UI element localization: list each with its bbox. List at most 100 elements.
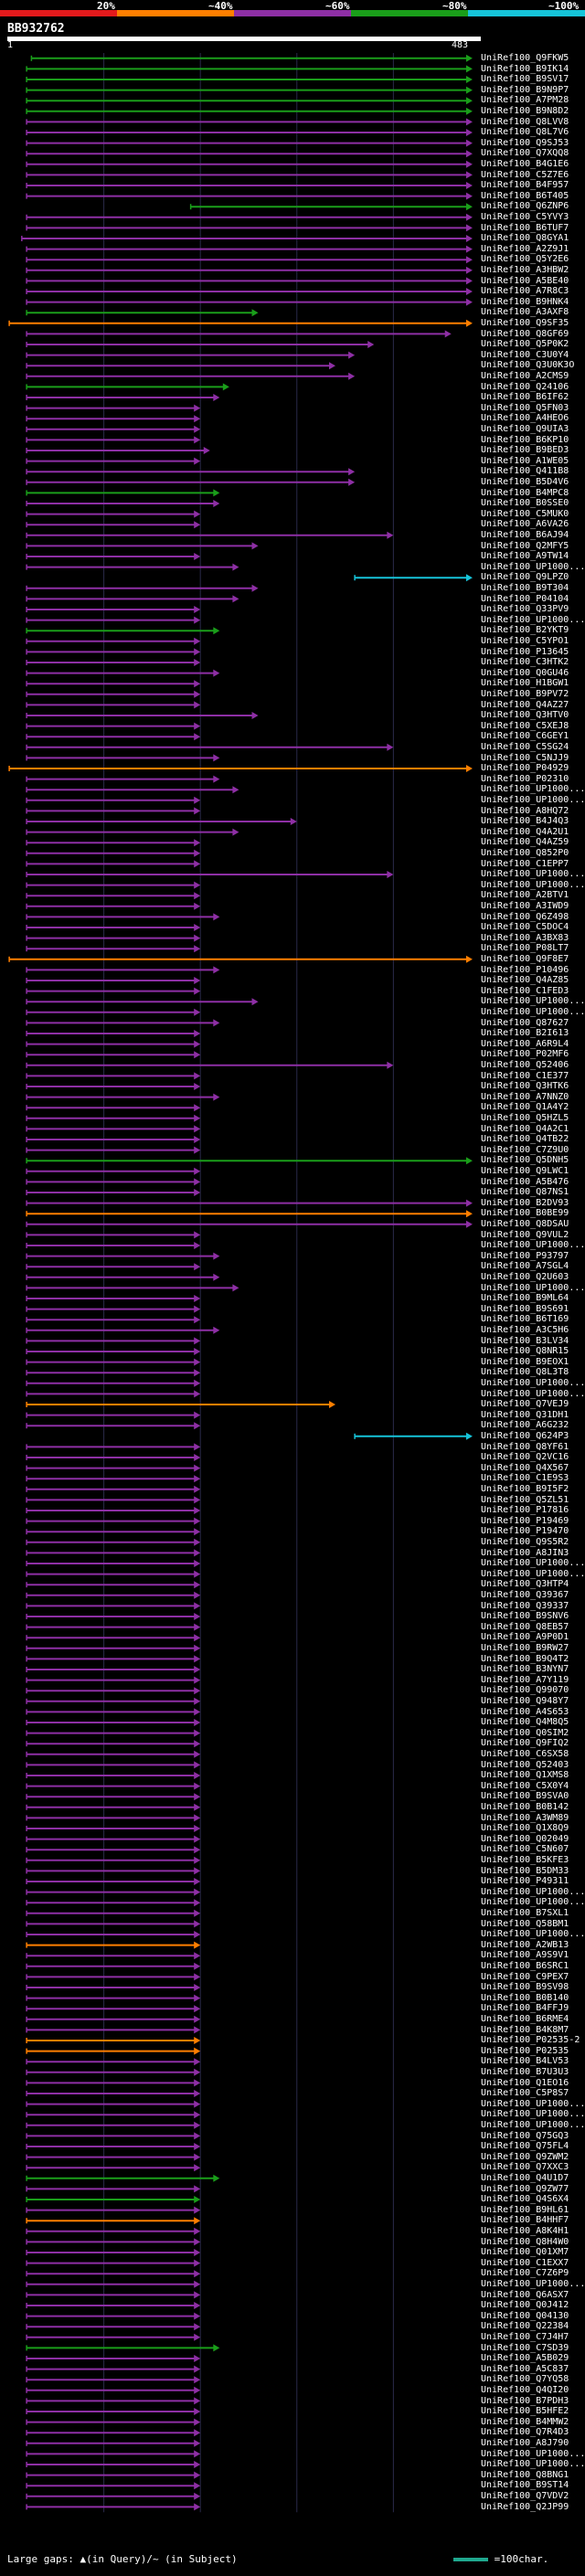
hit-label[interactable]: UniRef100_P19469 [481, 1515, 569, 1526]
hit-label[interactable]: UniRef100_B9SNV6 [481, 1611, 569, 1622]
alignment-hit[interactable] [26, 1210, 473, 1218]
hit-label[interactable]: UniRef100_A6R9L4 [481, 1038, 569, 1049]
alignment-hit[interactable] [26, 2079, 201, 2087]
alignment-hit[interactable] [26, 531, 394, 539]
alignment-hit[interactable] [26, 76, 473, 83]
alignment-hit[interactable] [354, 574, 473, 582]
hit-label[interactable]: UniRef100_B9I5F2 [481, 1484, 569, 1494]
alignment-hit[interactable] [26, 2386, 201, 2394]
hit-label[interactable]: UniRef100_Q5P0K2 [481, 339, 569, 350]
alignment-hit[interactable] [30, 54, 473, 62]
alignment-hit[interactable] [26, 1231, 201, 1239]
alignment-hit[interactable] [26, 1941, 201, 1949]
hit-label[interactable]: UniRef100_UP1000... [481, 879, 585, 890]
alignment-hit[interactable] [26, 553, 201, 560]
hit-label[interactable]: UniRef100_Q75FL4 [481, 2141, 569, 2152]
alignment-hit[interactable] [26, 680, 201, 688]
alignment-hit[interactable] [26, 690, 201, 698]
alignment-hit[interactable] [26, 1093, 220, 1101]
hit-label[interactable]: UniRef100_Q5Y2E6 [481, 254, 569, 265]
alignment-hit[interactable] [26, 2280, 201, 2288]
hit-label[interactable]: UniRef100_Q39367 [481, 1590, 569, 1600]
hit-label[interactable]: UniRef100_B9HL61 [481, 2204, 569, 2215]
alignment-hit[interactable] [26, 2185, 201, 2193]
alignment-hit[interactable] [26, 1973, 201, 1981]
alignment-hit[interactable] [26, 1422, 201, 1430]
alignment-hit[interactable] [26, 627, 220, 635]
hit-label[interactable]: UniRef100_Q8L3T8 [481, 1367, 569, 1378]
alignment-hit[interactable] [26, 924, 201, 931]
hit-label[interactable]: UniRef100_A5BE40 [481, 275, 569, 286]
hit-label[interactable]: UniRef100_B6T169 [481, 1314, 569, 1325]
alignment-hit[interactable] [26, 1782, 201, 1790]
hit-label[interactable]: UniRef100_Q1A4Y2 [481, 1102, 569, 1113]
hit-label[interactable]: UniRef100_B6AJ94 [481, 530, 569, 540]
hit-label[interactable]: UniRef100_Q1EO16 [481, 2077, 569, 2088]
alignment-hit[interactable] [26, 1697, 201, 1705]
alignment-hit[interactable] [26, 616, 201, 624]
alignment-hit[interactable] [26, 1994, 201, 2002]
hit-label[interactable]: UniRef100_UP1000... [481, 2120, 585, 2130]
alignment-hit[interactable] [26, 2259, 201, 2267]
hit-label[interactable]: UniRef100_C1EXX7 [481, 2257, 569, 2268]
alignment-hit[interactable] [26, 129, 473, 136]
hit-label[interactable]: UniRef100_P93797 [481, 1250, 569, 1261]
hit-label[interactable]: UniRef100_P04104 [481, 593, 569, 604]
hit-label[interactable]: UniRef100_Q2U603 [481, 1272, 569, 1282]
hit-label[interactable]: UniRef100_B9ML64 [481, 1293, 569, 1304]
alignment-hit[interactable] [26, 1856, 201, 1864]
hit-label[interactable]: UniRef100_B9Q4T2 [481, 1653, 569, 1664]
alignment-hit[interactable] [26, 2323, 201, 2331]
hit-label[interactable]: UniRef100_Q24106 [481, 381, 569, 392]
hit-label[interactable]: UniRef100_C1E377 [481, 1070, 569, 1081]
hit-label[interactable]: UniRef100_Q4QI20 [481, 2385, 569, 2395]
hit-label[interactable]: UniRef100_A2BTV1 [481, 890, 569, 901]
hit-label[interactable]: UniRef100_B9RW27 [481, 1643, 569, 1653]
hit-label[interactable]: UniRef100_A8JIN3 [481, 1547, 569, 1558]
alignment-hit[interactable] [26, 2005, 201, 2013]
hit-label[interactable]: UniRef100_A4S653 [481, 1706, 569, 1717]
alignment-hit[interactable] [26, 659, 201, 666]
alignment-hit[interactable] [26, 1475, 201, 1483]
alignment-hit[interactable] [26, 2344, 220, 2352]
hit-label[interactable]: UniRef100_B6T405 [481, 190, 569, 201]
alignment-hit[interactable] [26, 1252, 220, 1260]
alignment-hit[interactable] [26, 1443, 201, 1451]
alignment-hit[interactable] [26, 1687, 201, 1695]
alignment-hit[interactable] [26, 584, 259, 592]
alignment-hit[interactable] [26, 754, 220, 762]
hit-label[interactable]: UniRef100_B6IF62 [481, 392, 569, 403]
hit-label[interactable]: UniRef100_Q02049 [481, 1833, 569, 1844]
hit-label[interactable]: UniRef100_A3BX83 [481, 932, 569, 943]
hit-label[interactable]: UniRef100_H1BGW1 [481, 678, 569, 689]
hit-label[interactable]: UniRef100_Q8BNG1 [481, 2469, 569, 2480]
hit-label[interactable]: UniRef100_A7R8C3 [481, 286, 569, 297]
alignment-hit[interactable] [26, 224, 473, 232]
hit-label[interactable]: UniRef100_B0SSE0 [481, 498, 569, 509]
hit-label[interactable]: UniRef100_Q4A2C1 [481, 1123, 569, 1134]
hit-label[interactable]: UniRef100_A6G232 [481, 1420, 569, 1431]
hit-label[interactable]: UniRef100_UP1000... [481, 869, 585, 880]
alignment-hit[interactable] [21, 235, 473, 242]
alignment-hit[interactable] [26, 1040, 201, 1048]
hit-label[interactable]: UniRef100_B5HFE2 [481, 2406, 569, 2417]
alignment-hit[interactable] [26, 372, 356, 380]
alignment-hit[interactable] [26, 1496, 201, 1504]
hit-label[interactable]: UniRef100_A6VA26 [481, 519, 569, 530]
hit-label[interactable]: UniRef100_UP1000... [481, 1240, 585, 1251]
alignment-hit[interactable] [26, 86, 473, 94]
hit-label[interactable]: UniRef100_Q4X567 [481, 1462, 569, 1473]
alignment-hit[interactable] [26, 256, 473, 264]
hit-label[interactable]: UniRef100_UP1000... [481, 1282, 585, 1293]
alignment-hit[interactable] [26, 2238, 201, 2246]
alignment-hit[interactable] [26, 1369, 201, 1377]
hit-label[interactable]: UniRef100_UP1000... [481, 1558, 585, 1569]
alignment-hit[interactable] [26, 1931, 201, 1938]
alignment-hit[interactable] [26, 2376, 201, 2384]
alignment-hit[interactable] [26, 1962, 201, 1970]
alignment-hit[interactable] [26, 542, 259, 550]
hit-label[interactable]: UniRef100_Q9FIQ2 [481, 1738, 569, 1749]
alignment-hit[interactable] [26, 1390, 201, 1398]
hit-label[interactable]: UniRef100_Q8NR15 [481, 1346, 569, 1357]
alignment-hit[interactable] [26, 1051, 201, 1059]
